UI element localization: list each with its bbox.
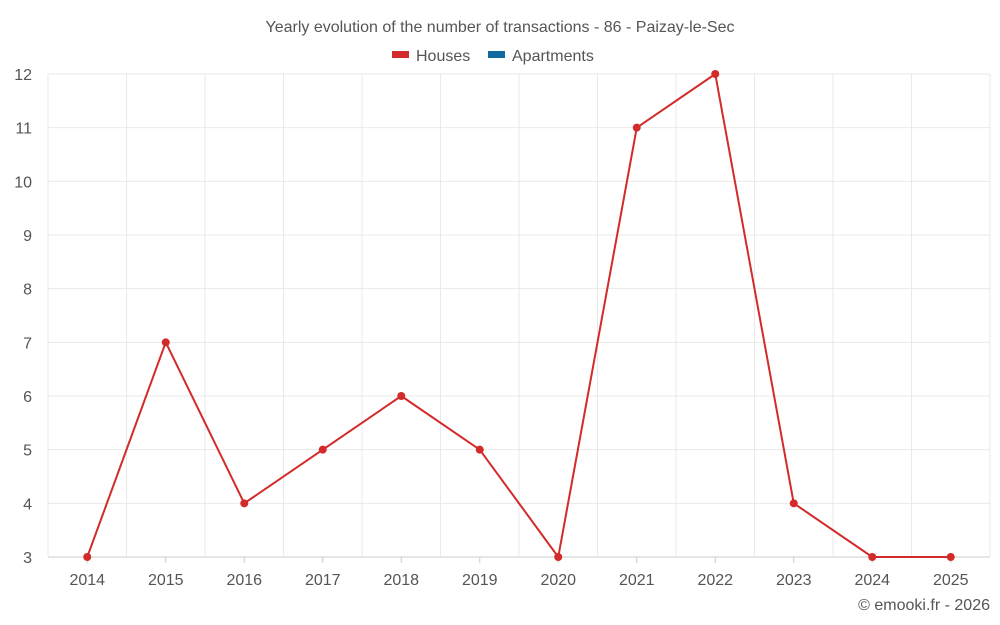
x-tick-label: 2016 [226,572,262,589]
credit-text: © emooki.fr - 2026 [858,597,990,614]
legend: Houses Apartments [392,48,594,65]
grid [47,73,991,558]
x-tick-label: 2018 [383,572,419,589]
data-point[interactable] [161,338,170,347]
legend-item-apartments[interactable]: Apartments [488,48,594,65]
data-point[interactable] [240,499,249,508]
legend-swatch-apartments [488,51,505,58]
x-tick-label: 2020 [540,572,576,589]
x-tick-label: 2022 [697,572,733,589]
y-tick-label: 12 [14,67,32,84]
data-point[interactable] [946,553,955,561]
x-tick-label: 2024 [854,572,890,589]
y-tick-label: 8 [23,282,32,299]
y-tick-label: 4 [23,496,32,513]
x-tick-label: 2017 [305,572,341,589]
data-point[interactable] [83,553,92,561]
data-point[interactable] [318,445,327,454]
chart-title: Yearly evolution of the number of transa… [266,19,735,36]
data-point[interactable] [711,70,720,78]
series-line-houses [86,73,951,558]
y-tick-label: 7 [23,335,32,352]
series-houses [83,70,955,561]
x-tick-label: 2021 [619,572,655,589]
x-tick-label: 2014 [69,572,105,589]
legend-label-houses: Houses [416,48,470,65]
x-axis: 2014 2015 2016 2017 2018 2019 2020 2021 2022 2023… [69,557,969,589]
data-point[interactable] [397,392,406,400]
x-tick-label: 2025 [933,572,969,589]
data-point[interactable] [868,553,877,561]
legend-item-houses[interactable]: Houses [392,48,470,65]
data-point[interactable] [632,123,641,132]
x-tick-label: 2015 [148,572,184,589]
x-tick-label: 2023 [776,572,812,589]
y-tick-label: 6 [23,389,32,406]
data-point[interactable] [475,445,484,454]
legend-swatch-houses [392,51,409,58]
y-tick-label: 11 [15,121,32,138]
y-tick-label: 5 [23,443,32,460]
data-point[interactable] [789,499,798,508]
data-point[interactable] [554,553,563,561]
y-axis: 3 4 5 6 7 8 9 10 11 12 [14,67,32,567]
y-tick-label: 9 [23,228,32,245]
legend-label-apartments: Apartments [512,48,594,65]
y-tick-label: 10 [14,174,32,191]
x-tick-label: 2019 [462,572,498,589]
y-tick-label: 3 [23,550,32,567]
